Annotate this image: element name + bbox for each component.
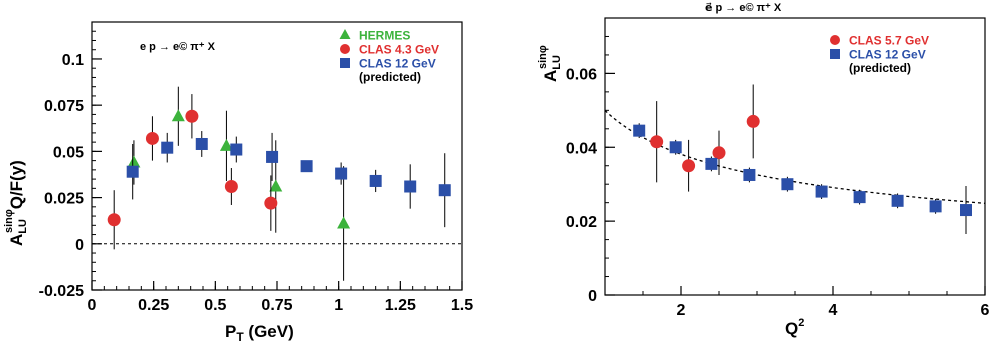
left-point-circle bbox=[264, 196, 278, 210]
left-reaction-annotation: e p → e© π⁺ X bbox=[140, 41, 216, 53]
right-fit-curve bbox=[604, 110, 986, 204]
right-point-square bbox=[781, 178, 794, 191]
left-legend-marker-circle bbox=[340, 44, 350, 54]
right-x-tick-label: 4 bbox=[829, 302, 838, 319]
right-point-square bbox=[633, 124, 646, 137]
left-point-triangle bbox=[127, 155, 141, 168]
left-legend-label: HERMES bbox=[359, 29, 410, 43]
right-point-circle bbox=[746, 114, 760, 128]
left-legend-marker-triangle bbox=[339, 29, 351, 39]
right-legend-label: CLAS 12 GeV bbox=[849, 48, 926, 62]
left-point-circle bbox=[224, 179, 238, 193]
right-point-square bbox=[743, 168, 756, 181]
right-legend-label: CLAS 5.7 GeV bbox=[849, 34, 929, 48]
left-y-tick-label: 0.05 bbox=[53, 144, 84, 161]
left-x-axis-title: PT (GeV) bbox=[225, 322, 294, 344]
right-legend-marker-circle bbox=[830, 35, 840, 45]
right-x-tick-label: 2 bbox=[677, 302, 686, 319]
left-y-tick-label: -0.025 bbox=[39, 283, 84, 300]
left-point-square bbox=[230, 143, 243, 156]
left-point-square bbox=[300, 160, 313, 173]
left-point-square bbox=[126, 165, 139, 178]
left-point-square bbox=[438, 184, 451, 197]
right-chart-title: e⃗ p → e© π⁺ X bbox=[705, 2, 782, 14]
right-point-circle bbox=[712, 146, 726, 160]
left-legend-note: (predicted) bbox=[359, 70, 421, 84]
left-y-tick-label: 0.025 bbox=[44, 191, 84, 208]
left-chart: e p → e© π⁺ X PT (GeV) ALUsinφQ/F(y) 0 0.… bbox=[3, 21, 473, 344]
right-legend-note: (predicted) bbox=[849, 61, 911, 75]
right-y-tick-label: 0 bbox=[588, 288, 597, 305]
left-point-circle bbox=[185, 109, 199, 123]
left-point-square bbox=[369, 174, 382, 187]
right-point-square bbox=[669, 141, 682, 154]
left-legend-label: CLAS 4.3 GeV bbox=[359, 43, 439, 57]
left-point-triangle bbox=[269, 179, 283, 192]
right-point-square bbox=[891, 194, 904, 207]
left-point-square bbox=[161, 141, 174, 154]
left-point-circle bbox=[107, 213, 121, 227]
left-y-tick-label: 0 bbox=[75, 237, 84, 254]
left-point-square bbox=[195, 137, 208, 150]
left-point-triangle bbox=[337, 216, 351, 229]
right-y-axis-title: ALUsinφ bbox=[537, 45, 563, 82]
left-y-tick-label: 0.1 bbox=[62, 52, 84, 69]
right-point-circle bbox=[682, 159, 696, 173]
left-legend-label: CLAS 12 GeV bbox=[359, 57, 436, 71]
right-point-square bbox=[705, 157, 718, 170]
right-point-square bbox=[929, 200, 942, 213]
left-point-square bbox=[266, 150, 279, 163]
left-x-tick-label: 0 bbox=[88, 297, 97, 314]
left-x-tick-label: 1.5 bbox=[451, 297, 473, 314]
right-x-tick-label: 6 bbox=[981, 302, 990, 319]
right-x-axis-title: Q2 bbox=[785, 317, 804, 338]
left-x-tick-label: 0.25 bbox=[138, 297, 169, 314]
left-point-square bbox=[335, 167, 348, 180]
left-y-axis-title: ALUsinφQ/F(y) bbox=[3, 160, 29, 246]
right-point-square bbox=[960, 204, 972, 217]
left-legend-marker-square bbox=[340, 58, 350, 68]
left-point-square bbox=[404, 180, 417, 193]
right-chart: e⃗ p → e© π⁺ X Q2 ALUsinφ 2 4 6 0 0.02 0.04 0.… bbox=[537, 2, 990, 338]
left-x-tick-label: 1.25 bbox=[385, 297, 416, 314]
right-plot-frame bbox=[604, 17, 986, 296]
left-point-triangle bbox=[219, 138, 233, 151]
left-x-tick-label: 1 bbox=[334, 297, 343, 314]
left-x-tick-label: 0.75 bbox=[261, 297, 292, 314]
right-y-tick-label: 0.04 bbox=[566, 140, 597, 157]
left-x-tick-label: 0.5 bbox=[204, 297, 226, 314]
right-point-circle bbox=[650, 135, 664, 149]
right-legend-marker-square bbox=[830, 49, 840, 59]
left-point-circle bbox=[145, 131, 159, 145]
right-y-tick-label: 0.06 bbox=[566, 66, 597, 83]
left-y-tick-label: 0.075 bbox=[44, 98, 84, 115]
right-y-tick-label: 0.02 bbox=[566, 214, 597, 231]
left-point-triangle bbox=[171, 109, 185, 122]
right-point-square bbox=[853, 191, 866, 204]
right-point-square bbox=[815, 185, 828, 198]
